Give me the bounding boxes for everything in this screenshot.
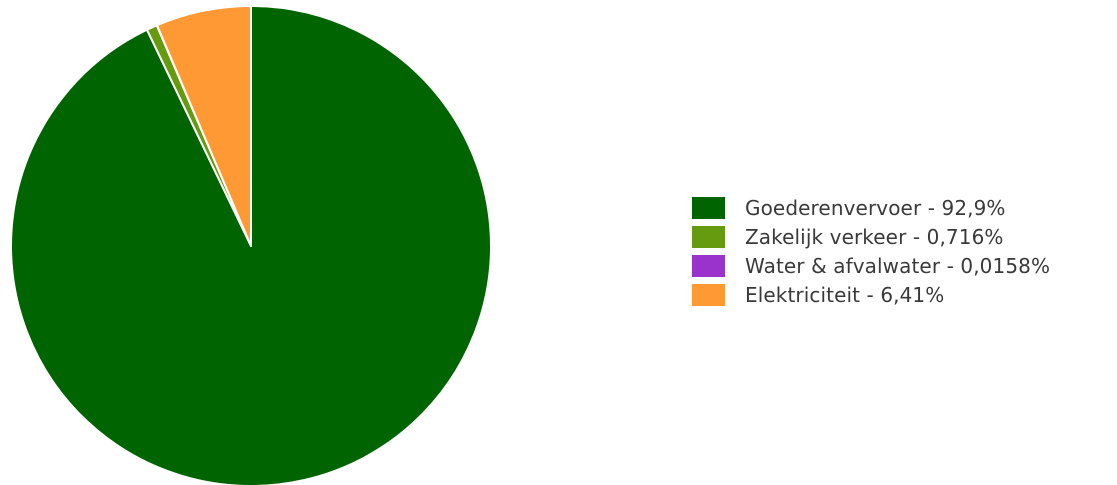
pie-slice-0[interactable] xyxy=(9,5,492,485)
legend-item-2[interactable]: Water & afvalwater - 0,0158% xyxy=(692,251,1050,280)
chart-legend: Goederenvervoer - 92,9% Zakelijk verkeer … xyxy=(692,193,1050,309)
legend-label: Zakelijk verkeer - 0,716% xyxy=(745,224,1004,249)
legend-swatch xyxy=(692,283,725,306)
legend-swatch xyxy=(692,225,725,248)
legend-item-0[interactable]: Goederenvervoer - 92,9% xyxy=(692,193,1050,222)
legend-swatch xyxy=(692,254,725,277)
pie-chart xyxy=(9,5,492,485)
legend-label: Goederenvervoer - 92,9% xyxy=(745,195,1006,220)
legend-swatch xyxy=(692,196,725,219)
legend-label: Elektriciteit - 6,41% xyxy=(745,282,945,307)
legend-item-3[interactable]: Elektriciteit - 6,41% xyxy=(692,280,1050,309)
legend-label: Water & afvalwater - 0,0158% xyxy=(745,253,1051,278)
legend-item-1[interactable]: Zakelijk verkeer - 0,716% xyxy=(692,222,1050,251)
pie-slice-3[interactable] xyxy=(155,5,252,247)
